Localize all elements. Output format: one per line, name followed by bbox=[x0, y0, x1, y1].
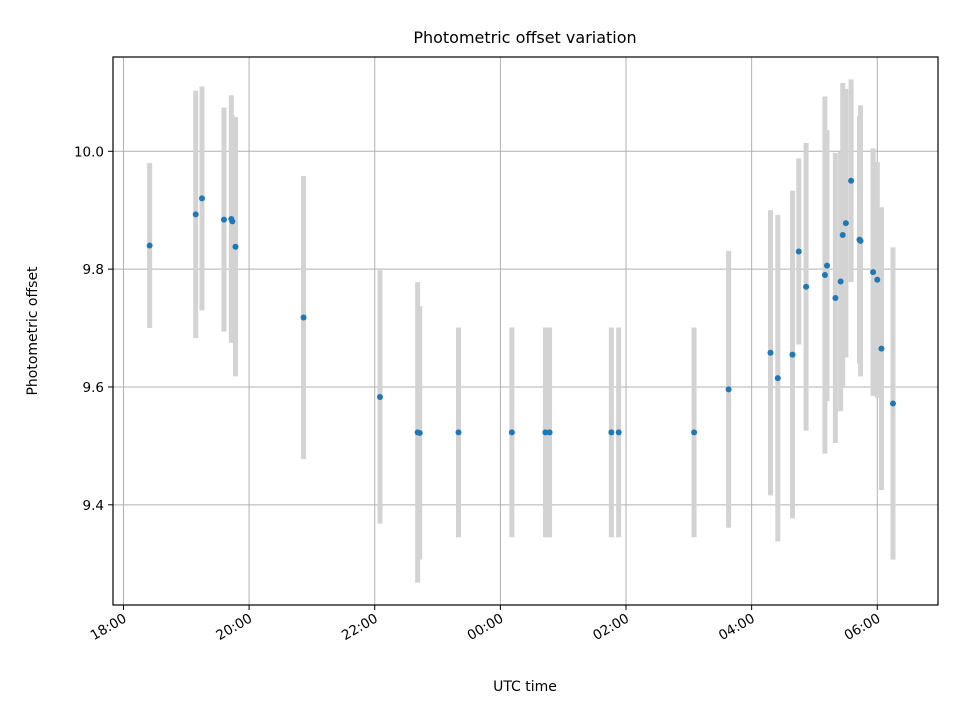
data-point bbox=[691, 429, 698, 436]
y-axis-label: Photometric offset bbox=[25, 266, 41, 396]
x-tick-label: 02:00 bbox=[590, 611, 632, 644]
x-tick-label: 22:00 bbox=[339, 611, 381, 644]
data-point bbox=[455, 429, 462, 436]
plot-frame bbox=[112, 56, 939, 606]
data-point bbox=[300, 314, 307, 321]
data-point bbox=[842, 220, 849, 227]
chart-title: Photometric offset variation bbox=[413, 28, 636, 47]
data-points bbox=[146, 177, 896, 436]
data-point bbox=[789, 351, 796, 358]
x-tick-label: 20:00 bbox=[213, 611, 255, 644]
data-point bbox=[874, 276, 881, 283]
data-point bbox=[198, 195, 205, 202]
y-tick-label: 10.0 bbox=[74, 144, 104, 160]
data-point bbox=[416, 429, 423, 436]
x-tick-label: 06:00 bbox=[842, 611, 884, 644]
data-point bbox=[376, 393, 383, 400]
data-point bbox=[608, 429, 615, 436]
data-point bbox=[803, 283, 810, 290]
data-point bbox=[725, 386, 732, 393]
x-tick-label: 00:00 bbox=[465, 611, 507, 644]
data-point bbox=[795, 248, 802, 255]
error-bars bbox=[147, 79, 896, 583]
data-point bbox=[508, 429, 515, 436]
data-point bbox=[848, 177, 855, 184]
x-tick-label: 18:00 bbox=[88, 611, 130, 644]
data-point bbox=[824, 262, 831, 269]
data-point bbox=[192, 211, 199, 218]
data-point bbox=[767, 349, 774, 356]
y-tick-label: 9.4 bbox=[83, 498, 104, 514]
data-point bbox=[146, 242, 153, 249]
data-point bbox=[839, 231, 846, 238]
data-point bbox=[832, 295, 839, 302]
data-point bbox=[821, 272, 828, 279]
x-axis-label: UTC time bbox=[493, 679, 557, 695]
data-point bbox=[232, 243, 239, 250]
data-point bbox=[615, 429, 622, 436]
y-tick-label: 9.6 bbox=[83, 380, 104, 396]
data-point bbox=[774, 375, 781, 382]
x-tick-label: 04:00 bbox=[716, 611, 758, 644]
y-axis: 9.4 9.6 9.8 10.0 bbox=[74, 144, 113, 514]
data-point bbox=[878, 345, 885, 352]
data-point bbox=[889, 400, 896, 407]
data-point bbox=[220, 216, 227, 223]
y-tick-label: 9.8 bbox=[83, 262, 104, 278]
data-point bbox=[870, 269, 877, 276]
data-point bbox=[857, 237, 864, 244]
x-axis: 18:00 20:00 22:00 00:00 02:00 04:00 06:00 bbox=[88, 605, 884, 644]
data-point bbox=[229, 218, 236, 225]
data-point bbox=[837, 278, 844, 285]
data-point bbox=[546, 429, 553, 436]
data-point bbox=[542, 429, 549, 436]
